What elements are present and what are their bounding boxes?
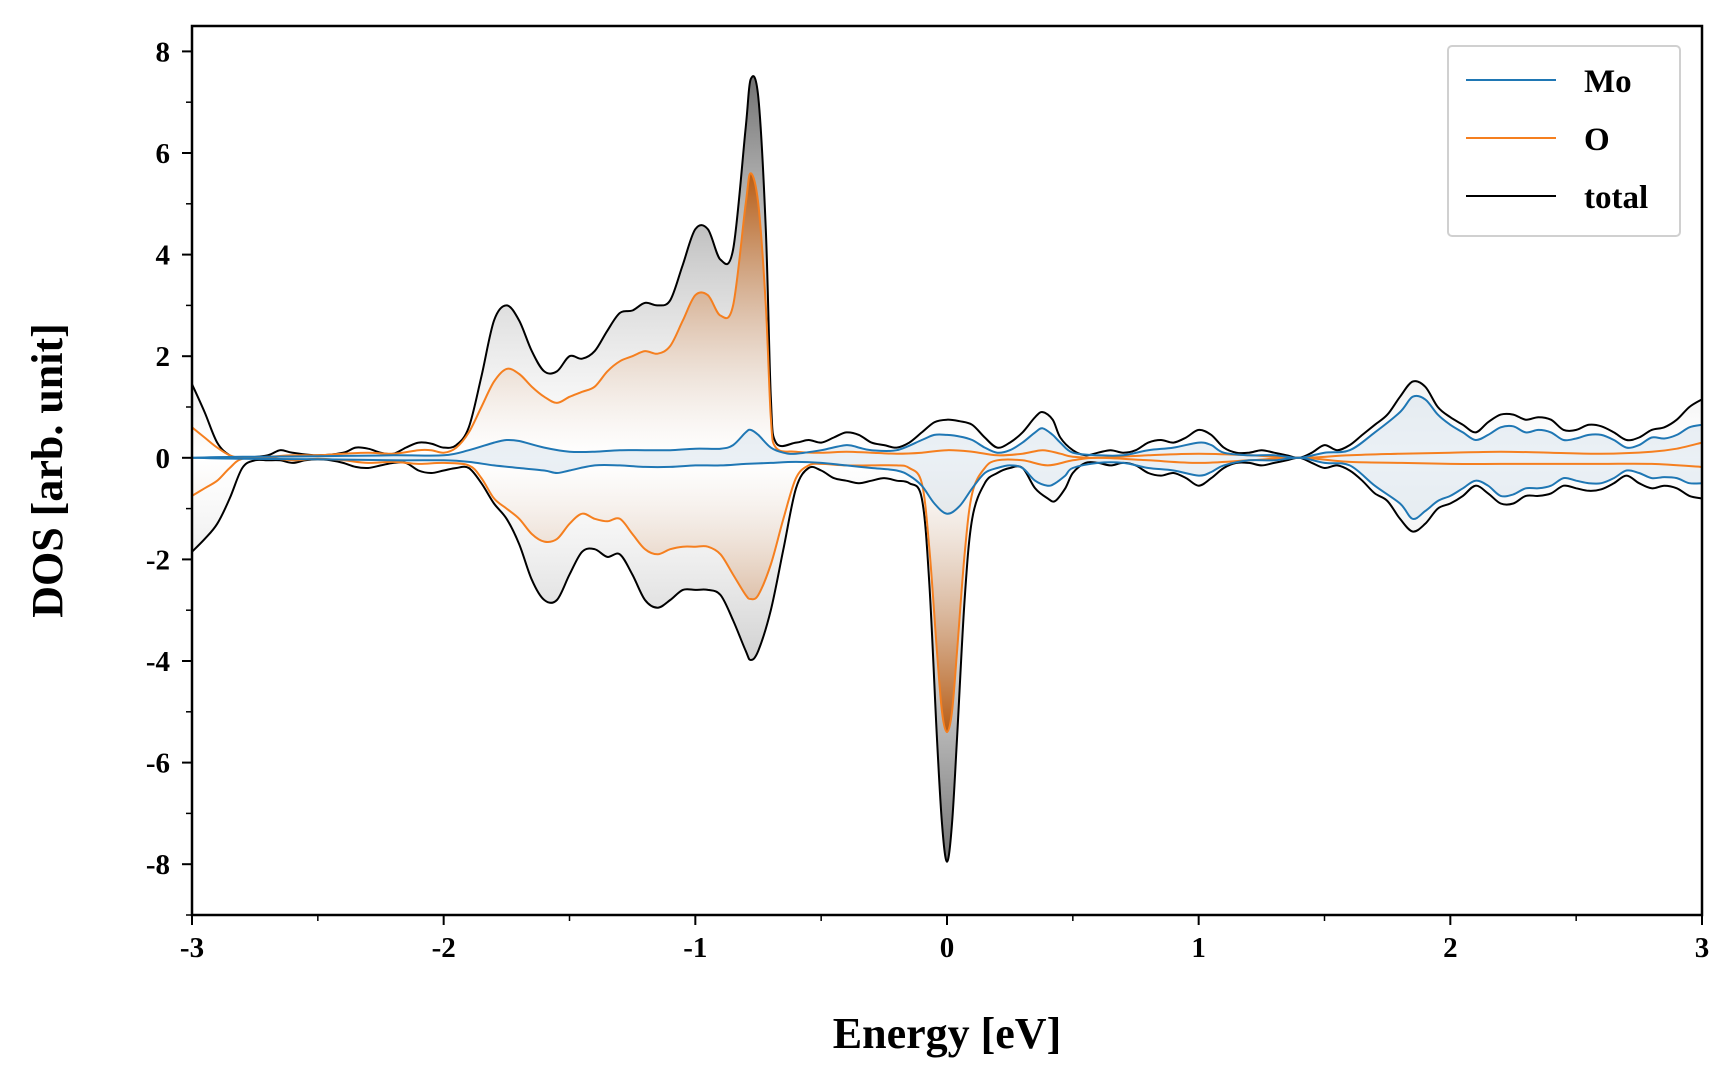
- o-up-line: [191, 172, 1703, 459]
- x-tick-label: 0: [940, 932, 955, 964]
- o-down-line: [191, 456, 1703, 734]
- x-tick-label: -1: [683, 932, 707, 964]
- legend-label-total: total: [1584, 180, 1648, 216]
- line-layer: [191, 75, 1703, 863]
- y-tick-label: 2: [156, 341, 171, 373]
- x-tick-label: 3: [1695, 932, 1710, 964]
- x-tick-label: 2: [1443, 932, 1458, 964]
- tick-layer: -3 -2 -1 0 1 2 3 -8 -6 -4 -2 0 2 4 6 8: [146, 36, 1709, 964]
- x-axis-title: Energy [eV]: [833, 1009, 1062, 1058]
- fill-layer: [192, 76, 1702, 862]
- x-tick-label: -3: [180, 932, 204, 964]
- mo-down-fill: [192, 457, 1702, 519]
- legend-label-mo: Mo: [1584, 64, 1632, 100]
- y-tick-label: -4: [146, 646, 170, 678]
- o-down-fill: [192, 457, 1702, 733]
- total-up-line: [191, 75, 1703, 459]
- x-tick-label: -2: [432, 932, 456, 964]
- total-up-fill: [192, 76, 1702, 458]
- y-tick-label: 0: [156, 443, 171, 475]
- x-tick-label: 1: [1191, 932, 1206, 964]
- y-tick-label: 8: [156, 36, 171, 68]
- y-axis-title: DOS [arb. unit]: [23, 323, 72, 618]
- total-down-line: [191, 456, 1703, 863]
- y-tick-label: -6: [146, 748, 170, 780]
- mo-down-line: [191, 456, 1703, 520]
- mo-up-line: [191, 394, 1703, 459]
- y-tick-label: -8: [146, 849, 170, 881]
- y-tick-label: 6: [156, 138, 171, 170]
- legend-frame: [1447, 45, 1681, 237]
- y-tick-label: 4: [156, 240, 171, 272]
- y-tick-label: -2: [146, 544, 170, 576]
- mo-up-fill: [192, 395, 1702, 458]
- legend-label-o: O: [1584, 122, 1610, 158]
